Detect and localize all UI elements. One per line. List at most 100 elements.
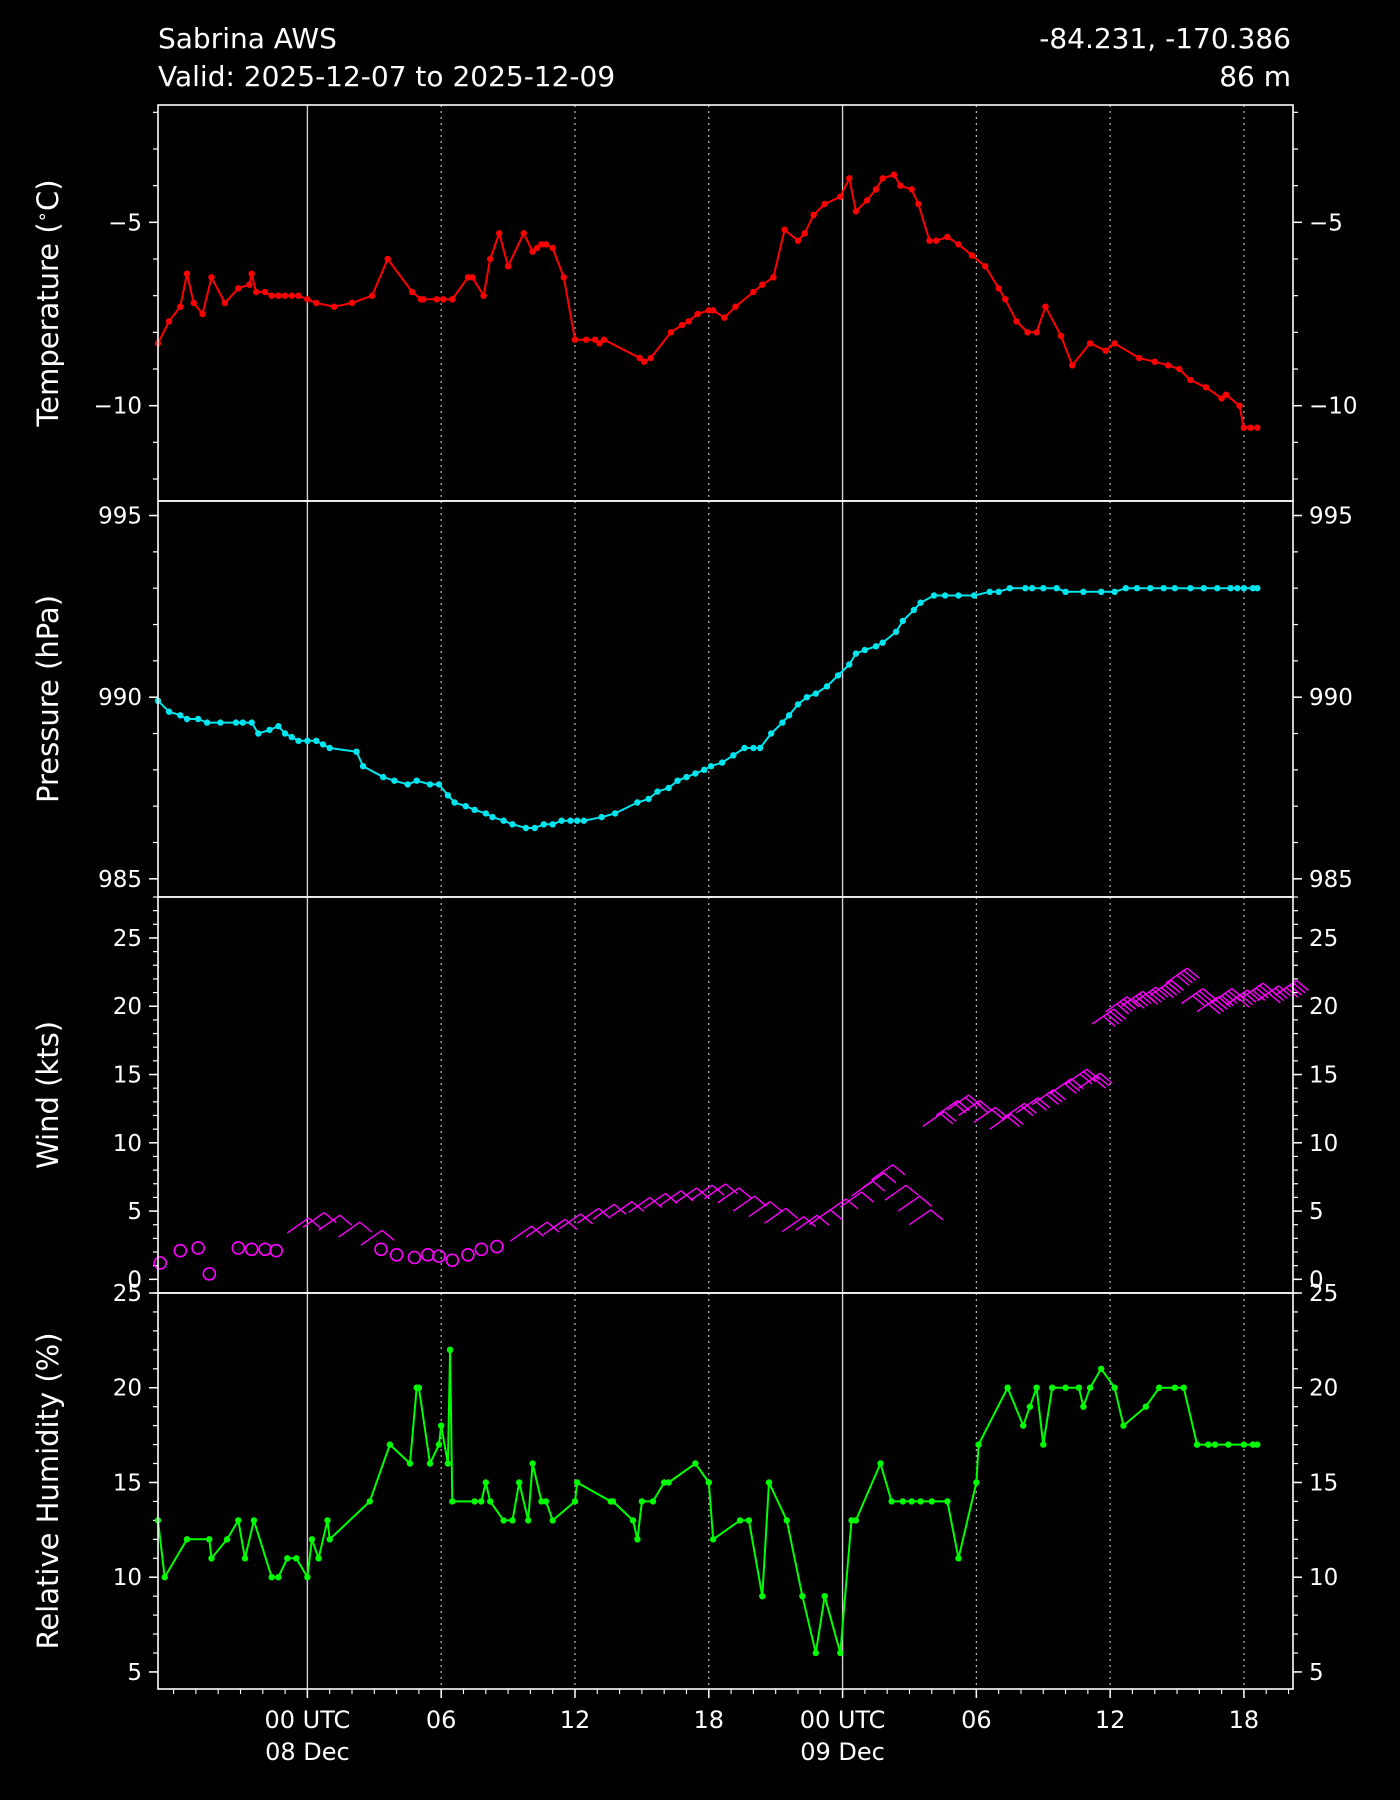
wind-axis-label: Wind (kts) — [31, 1021, 65, 1169]
temperature-data-point — [591, 336, 599, 343]
wind-barb-flag — [991, 1109, 1005, 1121]
wind-barb — [1256, 985, 1292, 1004]
temperature-data-point — [268, 292, 275, 299]
wind-barb-flag — [1113, 1008, 1127, 1020]
pressure-data-point — [482, 810, 489, 817]
humidity-data-point — [1225, 1441, 1232, 1448]
wind-barb-shaft — [525, 1221, 548, 1238]
x-tick-label: 00 UTC — [265, 1706, 351, 1734]
wind-barb-flag — [359, 1221, 373, 1233]
wind-barb-flag — [1049, 1091, 1063, 1103]
wind-barb-shaft — [973, 1106, 996, 1123]
wind-barb-flag — [1086, 1068, 1100, 1080]
humidity-data-point — [571, 1498, 579, 1505]
humidity-data-point — [293, 1555, 300, 1562]
pressure-data-point — [1062, 588, 1069, 595]
humidity-data-point — [268, 1574, 275, 1581]
wind-barb-flag — [1102, 1015, 1116, 1027]
temperature-data-point — [1135, 354, 1143, 362]
temperature-data-point — [520, 230, 527, 237]
x-tick-sublabel: 08 Dec — [265, 1738, 350, 1766]
pressure-data-point — [879, 639, 886, 646]
pressure-data-point — [910, 606, 918, 614]
pressure-data-point — [1227, 585, 1234, 592]
wind-calm-circle — [445, 1253, 460, 1268]
humidity-data-point — [852, 1517, 860, 1524]
pressure-axis-label: Pressure (hPa) — [31, 595, 65, 803]
pressure-data-point — [509, 821, 516, 828]
pressure-data-point — [683, 773, 690, 781]
wind-barb-flag — [1109, 1010, 1123, 1023]
wind-barb — [946, 1094, 982, 1111]
wind-barb-flag — [919, 1195, 933, 1207]
temperature-data-point — [190, 299, 197, 307]
wind-barb — [989, 1113, 1024, 1130]
humidity-data-point — [324, 1517, 331, 1524]
temperature-data-point — [165, 318, 173, 325]
wind-barb-shaft — [748, 1201, 771, 1218]
pressure-data-point — [549, 821, 556, 828]
wind-barb — [732, 1195, 768, 1212]
pressure-data-point — [471, 806, 478, 813]
wind-barb — [1134, 986, 1169, 1005]
wind-barb-flag — [1278, 985, 1292, 997]
humidity-data-point — [638, 1498, 646, 1505]
wind-barb-flag — [1155, 986, 1169, 998]
wind-barb-flag — [872, 1180, 886, 1192]
humidity-data-point — [917, 1498, 924, 1505]
wind-tick-label-right: 0 — [1309, 1267, 1324, 1293]
pressure-data-point — [194, 715, 202, 723]
temperature-data-point — [281, 292, 289, 299]
wind-barb — [1105, 996, 1140, 1015]
pressure-data-point — [861, 646, 869, 654]
temperature-data-point — [261, 288, 269, 296]
humidity-tick-label-left: 15 — [113, 1470, 142, 1496]
wind-calm-circle — [173, 1243, 188, 1258]
temperature-data-point — [1086, 340, 1094, 347]
wind-barb-flag — [1186, 967, 1200, 979]
wind-barb-flag — [1289, 984, 1303, 996]
wind-panel: 0 0 5 5 10 10 15 15 20 20 25 25 Wind (kts) — [31, 896, 1338, 1294]
wind-barb-flag — [1221, 995, 1235, 1007]
temperature-data-point — [667, 329, 675, 336]
humidity-data-point — [426, 1460, 434, 1467]
temperature-data-point — [1202, 384, 1210, 391]
pressure-data-point — [779, 719, 786, 726]
temperature-data-point — [1024, 329, 1031, 336]
humidity-tick-label-right: 10 — [1309, 1565, 1338, 1591]
humidity-data-point — [888, 1498, 895, 1505]
wind-barb — [922, 1110, 957, 1127]
wind-barb-shaft — [690, 1184, 713, 1201]
pressure-data-point — [353, 748, 360, 755]
temperature-data-point — [348, 299, 356, 307]
degree-sign: ∘ — [32, 211, 53, 222]
temperature-data-point — [721, 314, 728, 321]
wind-barb-flag — [598, 1207, 611, 1219]
wind-barb-flag — [803, 1216, 817, 1228]
wind-barb — [543, 1218, 578, 1235]
humidity-data-point — [1211, 1441, 1219, 1448]
wind-barb-shaft — [674, 1187, 698, 1204]
wind-calm-circle — [244, 1242, 259, 1257]
wind-barb-flag — [754, 1195, 768, 1207]
temperature-data-point — [1164, 362, 1172, 369]
humidity-data-point — [315, 1555, 322, 1562]
humidity-data-point — [928, 1498, 935, 1505]
wind-barb — [643, 1192, 678, 1209]
wind-barb-shaft — [839, 1191, 863, 1208]
humidity-data-point — [609, 1498, 617, 1505]
pressure-data-point — [203, 719, 211, 726]
wind-barb — [674, 1187, 710, 1204]
wind-barb-shaft — [543, 1218, 566, 1235]
pressure-data-point — [183, 715, 191, 723]
pressure-data-point — [1249, 585, 1257, 592]
pressure-panel: 985 985 990 990 995 995 Pressure (hPa) — [31, 500, 1353, 898]
humidity-frame — [157, 1292, 1294, 1690]
wind-barb — [1225, 989, 1260, 1008]
humidity-data-point — [525, 1517, 532, 1524]
x-tick-sublabel: 09 Dec — [800, 1738, 885, 1766]
humidity-data-point — [1254, 1441, 1261, 1448]
temperature-data-point — [464, 274, 472, 281]
humidity-data-point — [304, 1574, 311, 1581]
